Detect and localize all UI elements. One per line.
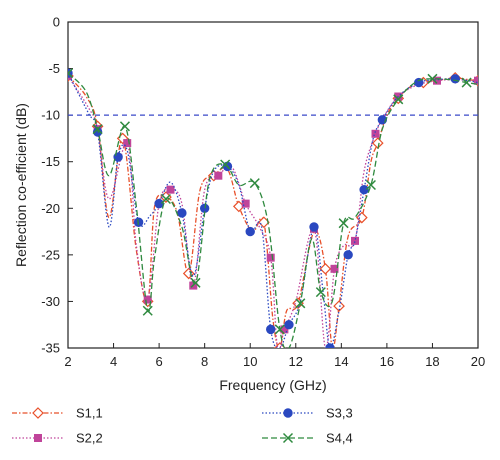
y-tick-label: -25	[41, 247, 60, 262]
data-point	[123, 139, 132, 148]
y-tick-label: -10	[41, 108, 60, 123]
legend-marker	[283, 408, 293, 418]
x-tick-label: 16	[380, 354, 394, 369]
y-tick-label: -5	[48, 61, 60, 76]
series-2	[68, 72, 478, 348]
data-point	[365, 179, 376, 191]
data-point	[249, 178, 260, 189]
data-point	[220, 159, 231, 170]
data-point	[315, 287, 326, 298]
data-point	[284, 320, 294, 330]
data-point	[333, 300, 345, 312]
data-point	[160, 193, 171, 205]
y-tick-label: -35	[41, 341, 60, 356]
data-point	[319, 262, 332, 275]
y-tick-label: -15	[41, 154, 60, 169]
data-point	[274, 324, 285, 335]
data-point	[359, 184, 369, 195]
data-point	[142, 305, 153, 316]
data-point	[166, 185, 175, 194]
data-point	[143, 295, 152, 304]
y-tick-label: 0	[53, 15, 60, 30]
series-1	[68, 70, 478, 348]
y-tick-label: -30	[41, 294, 60, 309]
legend-marker	[282, 432, 294, 444]
legend-marker	[34, 434, 42, 442]
data-point	[119, 121, 130, 132]
data-point	[266, 253, 275, 262]
data-point	[393, 94, 404, 105]
data-point	[295, 298, 306, 309]
data-point	[330, 264, 339, 273]
data-point	[371, 129, 380, 138]
y-axis-label: Reflection co-efficient (dB)	[13, 103, 29, 267]
series-line	[68, 72, 478, 348]
data-point	[474, 76, 478, 85]
series-line	[68, 75, 478, 348]
legend-label: S3,3	[326, 406, 353, 421]
x-tick-label: 8	[201, 354, 208, 369]
data-point	[450, 74, 460, 84]
data-point	[343, 250, 353, 260]
x-tick-label: 4	[110, 354, 117, 369]
data-point	[338, 218, 349, 229]
x-axis-label: Frequency (GHz)	[219, 377, 326, 393]
legend: S1,1 S2,2 S3,3 S4,4	[12, 406, 353, 446]
x-tick-label: 6	[155, 354, 162, 369]
data-point	[214, 171, 223, 180]
plot-frame	[67, 21, 479, 349]
x-tick-label: 20	[471, 354, 485, 369]
legend-label: S4,4	[326, 431, 353, 446]
data-point	[92, 124, 103, 135]
legend-item: S2,2	[12, 431, 103, 446]
legend-item: S3,3	[262, 406, 353, 421]
legend-label: S1,1	[76, 406, 103, 421]
x-tick-label: 2	[64, 354, 71, 369]
data-point	[68, 68, 74, 79]
data-point	[245, 226, 255, 237]
data-point	[241, 199, 250, 208]
series-3	[68, 68, 478, 348]
x-tick-label: 10	[243, 354, 257, 369]
x-tick-label: 12	[289, 354, 303, 369]
data-point	[309, 222, 319, 232]
y-tick-label: -20	[41, 201, 60, 216]
x-tick-label: 18	[425, 354, 439, 369]
tick-labels: 2 4 6 8 10 12 14 16 18 20 0 -5 -10 -15 -20 -25 -30 -35	[41, 15, 485, 370]
legend-item: S4,4	[262, 431, 353, 446]
series-line	[68, 75, 478, 348]
data-point	[325, 343, 335, 348]
series-line	[68, 72, 478, 348]
data-point	[266, 324, 276, 335]
legend-marker	[32, 407, 44, 419]
data-point	[190, 277, 201, 288]
series-layer	[68, 68, 478, 348]
x-tick-label: 14	[334, 354, 348, 369]
legend-item: S1,1	[12, 406, 103, 421]
series-4	[68, 68, 478, 348]
data-point	[461, 77, 472, 88]
data-point	[427, 73, 438, 84]
data-point	[177, 208, 187, 218]
legend-label: S2,2	[76, 431, 103, 446]
